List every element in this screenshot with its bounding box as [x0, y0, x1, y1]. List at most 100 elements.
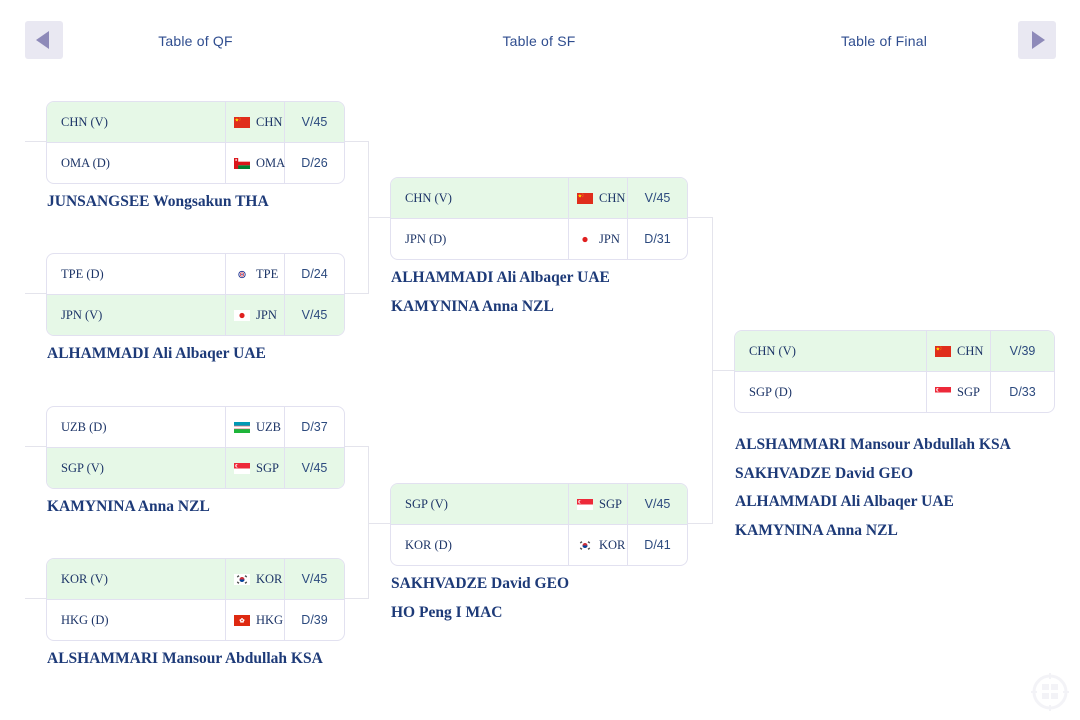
connector-line: [688, 217, 712, 218]
country-code: UZB: [256, 419, 281, 434]
flag-cell: KOR: [225, 559, 285, 599]
flag-uzb-icon: [234, 421, 250, 433]
match-row: KOR (D) KOR D/41: [391, 524, 687, 565]
entry-cell: HKG (D): [61, 612, 109, 627]
official-name: KAMYNINA Anna NZL: [391, 297, 554, 315]
entry-cell: SGP (D): [749, 384, 792, 399]
officials-list: ALSHAMMARI Mansour Abdullah KSA: [46, 645, 345, 674]
flag-cell: SGP: [568, 484, 628, 524]
match-table: SGP (V) SGP V/45 KOR (D) KOR D/41: [390, 483, 688, 566]
country-code: SGP: [256, 460, 279, 475]
flag-cell: CHN: [926, 331, 991, 371]
official-name: ALHAMMADI Ali Albaqer UAE: [735, 493, 954, 510]
match-table: TPE (D) TPE D/24 JPN (V) JPN V/45: [46, 253, 345, 336]
match-row: UZB (D) UZB D/37: [47, 407, 344, 447]
flag-cell: JPN: [568, 219, 628, 259]
score-cell: V/45: [301, 115, 328, 129]
flag-chn-icon: [577, 192, 593, 204]
tab-table-of-sf: Table of SF: [502, 33, 576, 49]
chevron-right-icon: [1032, 31, 1045, 49]
country-code: CHN: [957, 343, 984, 358]
connector-line: [688, 523, 712, 524]
entry-cell: JPN (V): [61, 307, 103, 322]
connector-line: [345, 293, 368, 294]
official-name: KAMYNINA Anna NZL: [735, 521, 898, 539]
score-cell: D/39: [301, 613, 328, 627]
match-row: KOR (V) KOR V/45: [47, 559, 344, 599]
score-cell: D/33: [1009, 385, 1036, 399]
entry-cell: CHN (V): [405, 190, 452, 205]
country-code: CHN: [256, 114, 283, 129]
flag-kor-icon: [234, 573, 250, 585]
entry-cell: CHN (V): [749, 343, 796, 358]
flag-jpn-icon: [577, 233, 593, 245]
country-code: CHN: [599, 190, 626, 205]
entry-cell: KOR (V): [61, 571, 108, 586]
score-cell: V/45: [644, 497, 671, 511]
match-row: HKG (D) HKG D/39: [47, 599, 344, 640]
connector-line: [25, 293, 46, 294]
flag-cell: OMA: [225, 143, 285, 183]
match-row: SGP (D) SGP D/33: [735, 371, 1054, 412]
connector-line: [712, 370, 734, 371]
officials-list: KAMYNINA Anna NZL: [46, 493, 345, 522]
officials-list: ALHAMMADI Ali Albaqer UAE: [46, 340, 345, 369]
country-code: KOR: [599, 537, 626, 552]
official-name: SAKHVADZE David GEO: [735, 464, 914, 482]
match-card-sf-2: SGP (V) SGP V/45 KOR (D) KOR D/41 SAKHVA…: [390, 483, 688, 627]
prev-round-button[interactable]: [25, 21, 63, 59]
flag-cell: SGP: [926, 372, 991, 412]
match-row: TPE (D) TPE D/24: [47, 254, 344, 294]
connector-line: [345, 141, 368, 142]
flag-cell: SGP: [225, 448, 285, 488]
score-cell: D/26: [301, 156, 328, 170]
flag-cell: UZB: [225, 407, 285, 447]
flag-sgp-icon: [577, 498, 593, 510]
flag-cell: KOR: [568, 525, 628, 565]
officials-list: ALHAMMADI Ali Albaqer UAE KAMYNINA Anna …: [390, 264, 688, 321]
tab-table-of-final: Table of Final: [840, 33, 928, 49]
flag-cell: TPE: [225, 254, 285, 294]
official-name: JUNSANGSEE Wongsakun THA: [47, 193, 269, 210]
entry-cell: JPN (D): [405, 231, 447, 246]
flag-cell: HKG: [225, 600, 285, 640]
official-name: SAKHVADZE David GEO: [391, 575, 570, 592]
entry-cell: SGP (V): [405, 496, 448, 511]
official-name: ALHAMMADI Ali Albaqer UAE: [47, 345, 266, 362]
score-cell: D/24: [301, 267, 328, 281]
match-row: SGP (V) SGP V/45: [47, 447, 344, 488]
officials-list: JUNSANGSEE Wongsakun THA: [46, 188, 345, 217]
match-row: SGP (V) SGP V/45: [391, 484, 687, 524]
connector-line: [25, 598, 46, 599]
match-table: CHN (V) CHN V/45 JPN (D) JPN D/31: [390, 177, 688, 260]
country-code: JPN: [599, 231, 620, 246]
flag-sgp-icon: [935, 386, 951, 398]
official-name: ALSHAMMARI Mansour Abdullah KSA: [47, 650, 323, 667]
country-code: SGP: [957, 384, 980, 399]
match-card-qf-4: KOR (V) KOR V/45 HKG (D) HKG D/39 ALSHAM…: [46, 558, 345, 674]
connector-line: [25, 446, 46, 447]
score-cell: V/45: [301, 461, 328, 475]
chevron-left-icon: [36, 31, 49, 49]
officials-list: SAKHVADZE David GEO HO Peng I MAC: [390, 570, 688, 627]
match-card-sf-1: CHN (V) CHN V/45 JPN (D) JPN D/31 ALHAMM…: [390, 177, 688, 321]
official-name: ALHAMMADI Ali Albaqer UAE: [391, 269, 610, 286]
flag-sgp-icon: [234, 462, 250, 474]
official-name: KAMYNINA Anna NZL: [47, 498, 210, 515]
watermark-logo-icon: [1030, 672, 1070, 712]
flag-cell: CHN: [225, 102, 285, 142]
country-code: HKG: [256, 612, 284, 627]
officials-list: ALSHAMMARI Mansour Abdullah KSA SAKHVADZ…: [734, 431, 1055, 545]
entry-cell: OMA (D): [61, 155, 110, 170]
connector-line: [368, 523, 390, 524]
flag-cell: CHN: [568, 178, 628, 218]
flag-kor-icon: [577, 539, 593, 551]
match-row: JPN (D) JPN D/31: [391, 218, 687, 259]
connector-line: [25, 141, 46, 142]
next-round-button[interactable]: [1018, 21, 1056, 59]
score-cell: V/39: [1009, 344, 1036, 358]
match-row: JPN (V) JPN V/45: [47, 294, 344, 335]
country-code: TPE: [256, 266, 279, 281]
entry-cell: KOR (D): [405, 537, 452, 552]
